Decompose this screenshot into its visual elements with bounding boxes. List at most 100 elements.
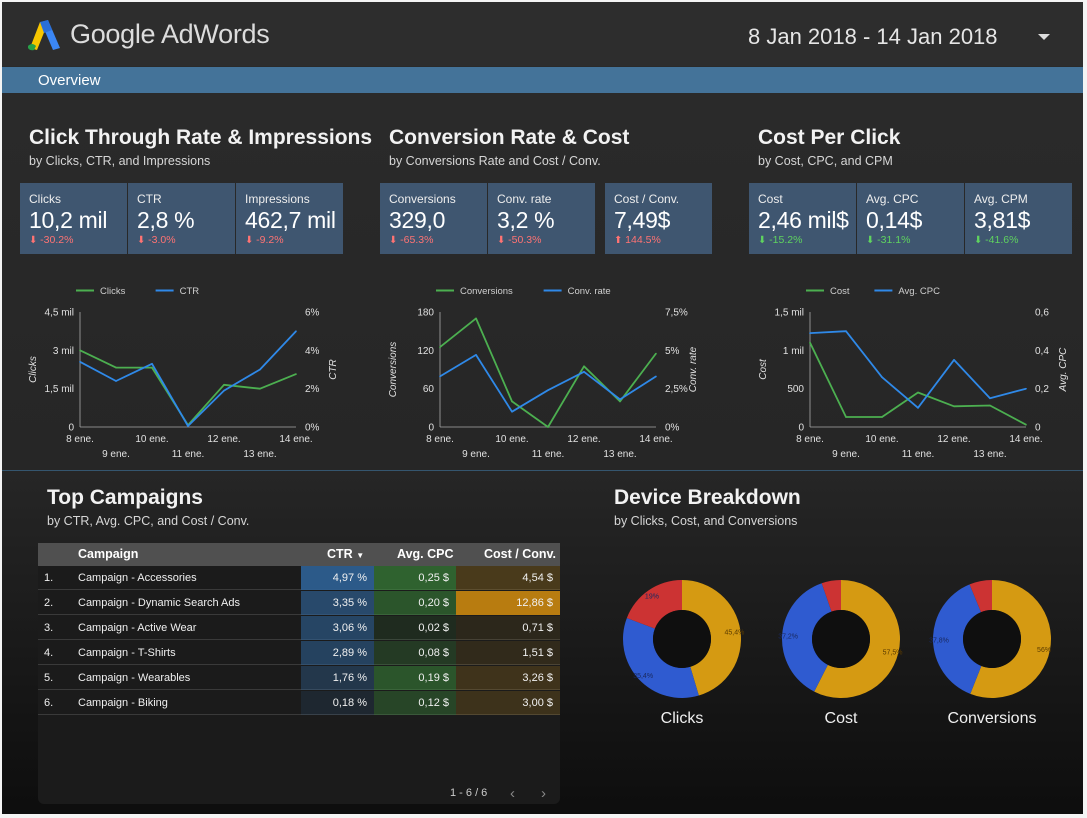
data-point <box>845 416 847 418</box>
x-tick-label: 11 ene. <box>172 449 205 460</box>
donut-title: Clicks <box>660 710 704 727</box>
x-tick-label: 14 ene. <box>639 434 672 445</box>
kpi-label: Impressions <box>245 192 310 206</box>
cost-conv-cell: 0,71 $ <box>456 616 560 640</box>
kpi-delta: ⬇ -41.6% <box>974 234 1072 246</box>
data-point <box>511 410 513 413</box>
chevron-down-icon[interactable] <box>1038 34 1050 40</box>
kpi-delta-value: -50.3% <box>508 234 542 246</box>
tab-overview[interactable]: Overview <box>38 72 101 89</box>
data-point <box>295 330 297 332</box>
x-tick-label: 8 ene. <box>66 434 94 445</box>
data-point <box>547 426 549 428</box>
section-title-campaigns: Top Campaigns <box>47 486 203 509</box>
table-row[interactable]: 4. Campaign - T-Shirts 2,89 % 0,08 $1,51 $ <box>38 641 560 665</box>
kpi-card-avg-cpm: Avg. CPM 3,81$ ⬇ -41.6% <box>965 183 1072 254</box>
section-title-ctr: Click Through Rate & Impressions <box>29 126 373 149</box>
kpi-delta: ⬇ -50.3% <box>497 234 595 246</box>
ctr-cell: 4,97 % <box>301 566 374 590</box>
kpi-delta-value: -15.2% <box>769 234 803 246</box>
header-avg-cpc[interactable]: Avg. CPC <box>397 547 454 561</box>
header-ctr[interactable]: CTR ▼ <box>327 547 364 561</box>
cost-conv-cell: 3,00 $ <box>456 691 560 715</box>
table-row[interactable]: 3. Campaign - Active Wear 3,06 % 0,02 $0,71… <box>38 616 560 640</box>
avg-cpc-cell: 0,20 $ <box>374 591 456 615</box>
adwords-logo-icon <box>28 20 60 51</box>
x-tick-label: 12 ene. <box>937 434 970 445</box>
kpi-label: Clicks <box>29 192 61 206</box>
table-row[interactable]: 1. Campaign - Accessories 4,97 % 0,25 $4,54… <box>38 566 560 590</box>
left-tick-label: 0 <box>798 423 804 434</box>
x-tick-label: 13 ene. <box>603 449 636 460</box>
donut-hole <box>653 610 711 668</box>
right-tick-label: 7,5% <box>665 308 688 319</box>
donut-svg: 57,5% 37,2% <box>778 580 902 698</box>
row-index: 3. <box>44 622 54 634</box>
donut-slice <box>933 584 982 694</box>
kpi-card-conversions: Conversions 329,0 ⬇ -65.3% <box>380 183 487 254</box>
data-point <box>619 398 621 401</box>
legend-label-0: Conversions <box>460 286 513 297</box>
arrow-up-icon: ⬆ <box>614 235 626 246</box>
table-header: Campaign CTR ▼ Avg. CPC Cost / Conv. <box>38 543 560 566</box>
date-range-selector[interactable]: 8 Jan 2018 - 14 Jan 2018 <box>748 24 998 49</box>
x-tick-label: 14 ene. <box>1009 434 1042 445</box>
row-index: 4. <box>44 647 54 659</box>
brand-title: Google AdWords <box>70 19 270 49</box>
left-tick-label: 0 <box>428 423 434 434</box>
data-point <box>619 400 621 403</box>
donut-title: Cost <box>824 710 858 727</box>
cost-conv-cell: 12,86 $ <box>456 591 560 615</box>
legend-label-0: Clicks <box>100 286 126 297</box>
data-point <box>583 365 585 368</box>
section-subtitle-devices: by Clicks, Cost, and Conversions <box>614 514 798 528</box>
campaigns-table: Campaign CTR ▼ Avg. CPC Cost / Conv. 1. C… <box>38 543 560 804</box>
x-tick-label: 14 ene. <box>279 434 312 445</box>
arrow-down-icon: ⬇ <box>29 235 41 246</box>
data-point <box>187 425 189 427</box>
avg-cpc-cell: 0,19 $ <box>374 666 456 690</box>
right-tick-label: 0 <box>1035 423 1041 434</box>
donut-slice <box>782 583 832 692</box>
left-axis-title: Clicks <box>28 356 39 383</box>
section-title-devices: Device Breakdown <box>614 486 801 509</box>
data-point <box>809 332 811 334</box>
data-point <box>79 349 81 352</box>
data-point <box>475 354 477 356</box>
kpi-value: 2,46 mil$ <box>758 207 849 233</box>
table-row[interactable]: 6. Campaign - Biking 0,18 % 0,12 $3,00 $ <box>38 691 560 715</box>
header-campaign[interactable]: Campaign <box>78 547 139 561</box>
kpi-delta: ⬇ -9.2% <box>245 234 343 246</box>
chevron-right-icon[interactable]: › <box>541 785 546 802</box>
right-tick-label: 0% <box>665 423 680 434</box>
donut-slice <box>682 580 741 696</box>
kpi-card-ctr: CTR 2,8 % ⬇ -3.0% <box>128 183 235 254</box>
arrow-down-icon: ⬇ <box>497 235 509 246</box>
header-cost-conv[interactable]: Cost / Conv. <box>484 547 556 561</box>
data-point <box>583 371 585 373</box>
legend-label-1: Conv. rate <box>568 286 611 297</box>
kpi-delta: ⬇ -3.0% <box>137 234 235 246</box>
table-row[interactable]: 5. Campaign - Wearables 1,76 % 0,19 $3,26 $ <box>38 666 560 690</box>
data-point <box>809 341 811 344</box>
data-point <box>1025 387 1027 390</box>
kpi-delta-value: -31.1% <box>877 234 911 246</box>
x-tick-label: 12 ene. <box>207 434 240 445</box>
arrow-down-icon: ⬇ <box>137 235 149 246</box>
slice-label: 37,2% <box>778 633 798 640</box>
campaign-name: Campaign - Dynamic Search Ads <box>78 597 241 609</box>
right-tick-label: 2% <box>305 384 320 395</box>
page-nav: Overview <box>2 67 1083 93</box>
data-point <box>439 375 441 378</box>
avg-cpc-cell: 0,12 $ <box>374 691 456 715</box>
chevron-left-icon[interactable]: ‹ <box>510 785 515 802</box>
cost-conv-cell: 1,51 $ <box>456 641 560 665</box>
data-point <box>881 416 883 418</box>
campaign-name: Campaign - Biking <box>78 697 168 709</box>
section-title-cpc: Cost Per Click <box>758 126 901 149</box>
kpi-card-cost: Cost 2,46 mil$ ⬇ -15.2% <box>749 183 856 254</box>
table-row[interactable]: 2. Campaign - Dynamic Search Ads 3,35 % 0,2… <box>38 591 560 615</box>
sort-desc-icon: ▼ <box>356 551 365 560</box>
ctr-cell: 3,06 % <box>301 616 374 640</box>
kpi-label: Avg. CPC <box>866 192 919 206</box>
